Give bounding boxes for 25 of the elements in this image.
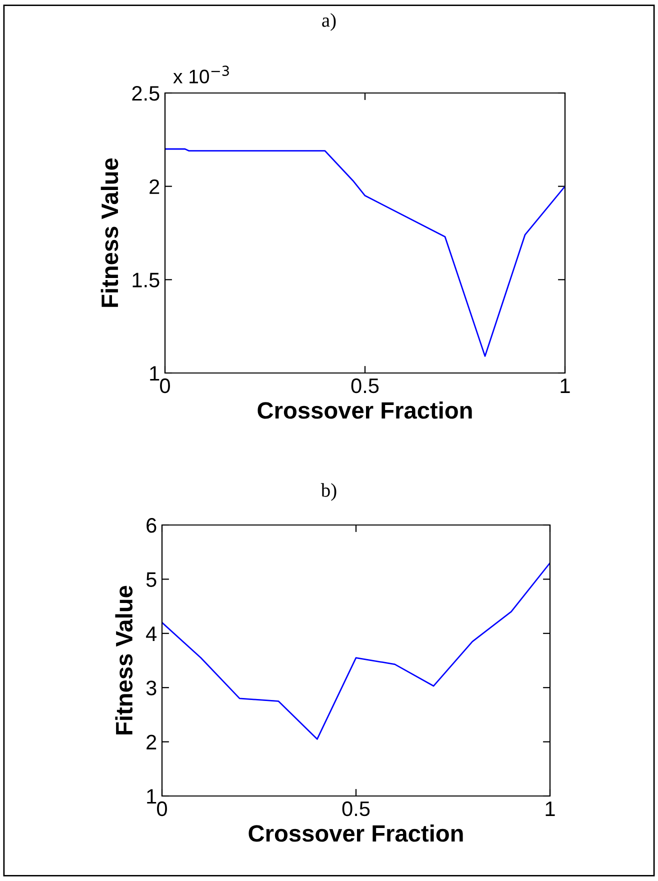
chart-title: b) (320, 483, 336, 501)
y-tick-label: 2.5 (132, 86, 160, 101)
x-tick-label: 1 (560, 378, 570, 393)
x-tick-label: 0.5 (342, 801, 370, 816)
x-tick-label: 1 (546, 802, 555, 816)
y-tick-label: 4 (146, 626, 157, 641)
y-tick-label: 6 (146, 518, 156, 533)
line-series (165, 148, 565, 357)
x-tick-label: 0.5 (351, 378, 379, 394)
x-axis-title: Crossover Fraction (258, 401, 472, 419)
y-tick-label: 3 (146, 680, 156, 696)
y-tick-label: 5 (146, 572, 156, 587)
y-tick-label: 1 (147, 789, 156, 804)
chart-title: a) (322, 13, 336, 31)
y-tick-label: 1.5 (132, 272, 160, 288)
x-tick-label: 0 (160, 378, 170, 394)
y-axis-title: Fitness Value (100, 158, 118, 307)
x-axis-title: Crossover Fraction (248, 824, 463, 842)
text: x 10$^{−3}$ (173, 66, 229, 84)
y-axis-title: Fitness Value (115, 586, 133, 734)
y-tick-label: 2 (146, 734, 156, 750)
line-series (162, 562, 550, 740)
y-tick-label: 2 (150, 179, 160, 194)
x-tick-label: 0 (157, 801, 167, 816)
y-tick-label: 1 (150, 366, 160, 381)
